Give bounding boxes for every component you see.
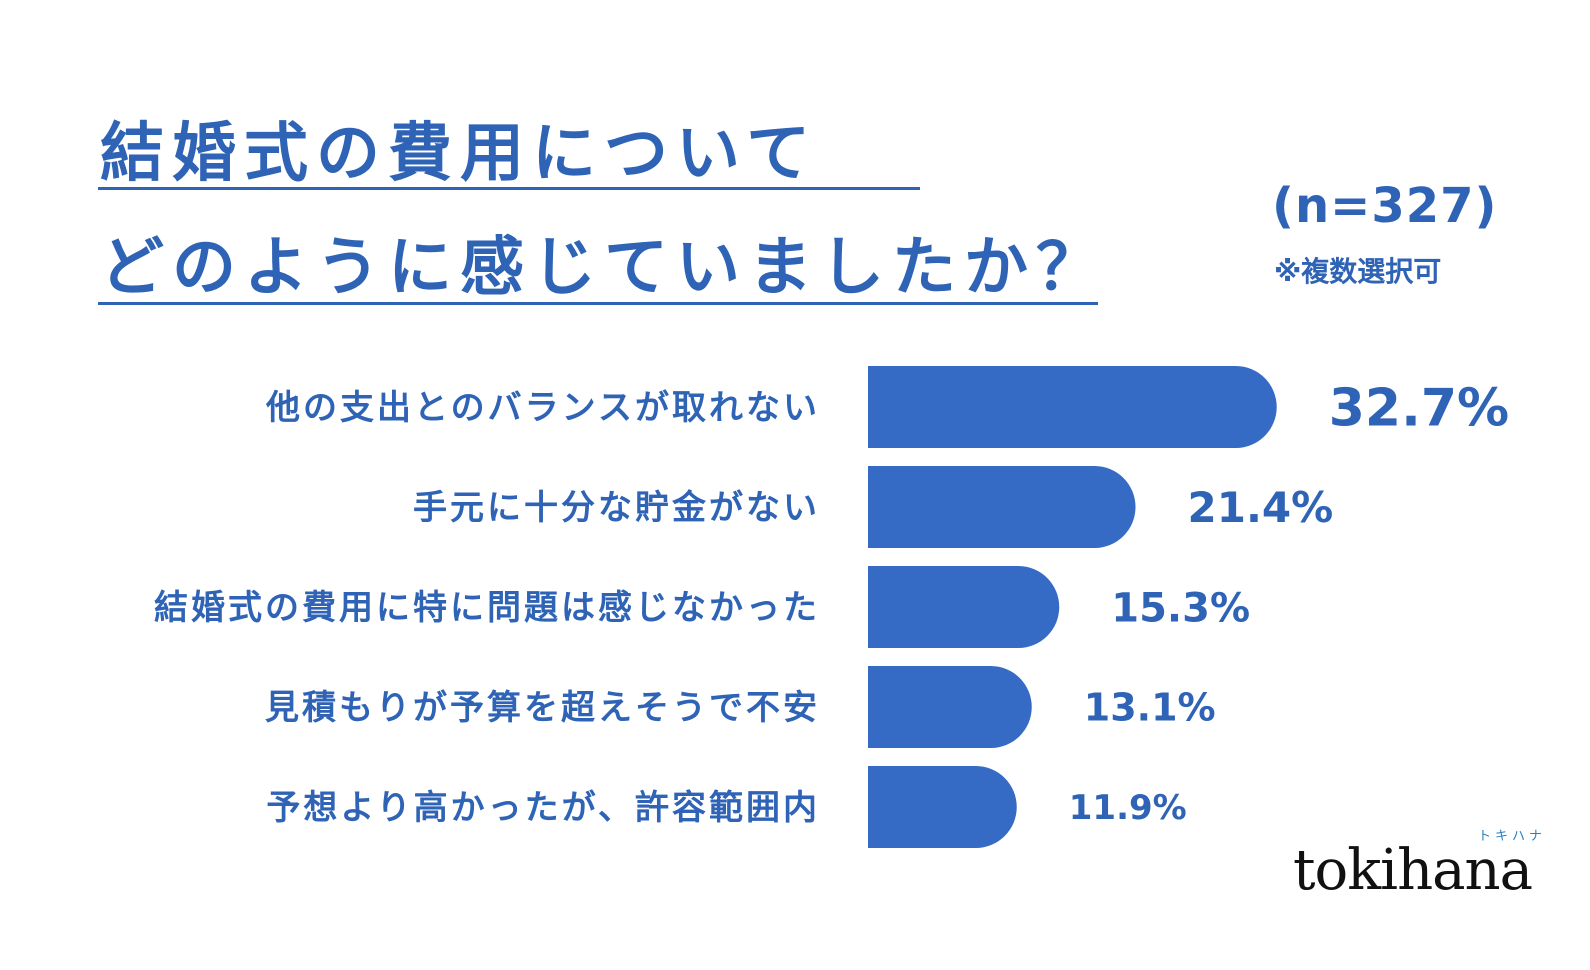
category-label-2: 手元に十分な貯金がない [413,488,820,528]
title-line-1: 結婚式の費用について [100,117,819,191]
sample-size: (n=327) [1272,178,1498,234]
value-label-3: 15.3% [1111,585,1250,631]
tokihana-logo: tokihana [1293,838,1533,903]
category-label-1: 他の支出とのバランスが取れない [265,388,820,428]
title-line-2: どのように感じていましたか？ [100,231,1108,305]
title-underline-2 [98,302,1098,305]
value-label-2: 21.4% [1188,483,1334,532]
bar-4 [868,666,1032,748]
bar-2 [868,466,1136,548]
value-label-1: 32.7% [1329,379,1509,439]
bar-1 [868,366,1277,448]
value-label-4: 13.1% [1084,686,1216,730]
category-label-4: 見積もりが予算を超えそうで不安 [265,688,820,728]
category-label-3: 結婚式の費用に特に問題は感じなかった [154,588,820,628]
bar-3 [868,566,1060,648]
value-label-5: 11.9% [1069,788,1187,828]
category-label-5: 予想より高かったが、許容範囲内 [266,788,820,828]
bar-5 [868,766,1017,848]
title-underline-1 [98,187,920,190]
sample-note: ※複数選択可 [1274,255,1442,288]
logo-kana: トキハナ [1478,829,1547,844]
